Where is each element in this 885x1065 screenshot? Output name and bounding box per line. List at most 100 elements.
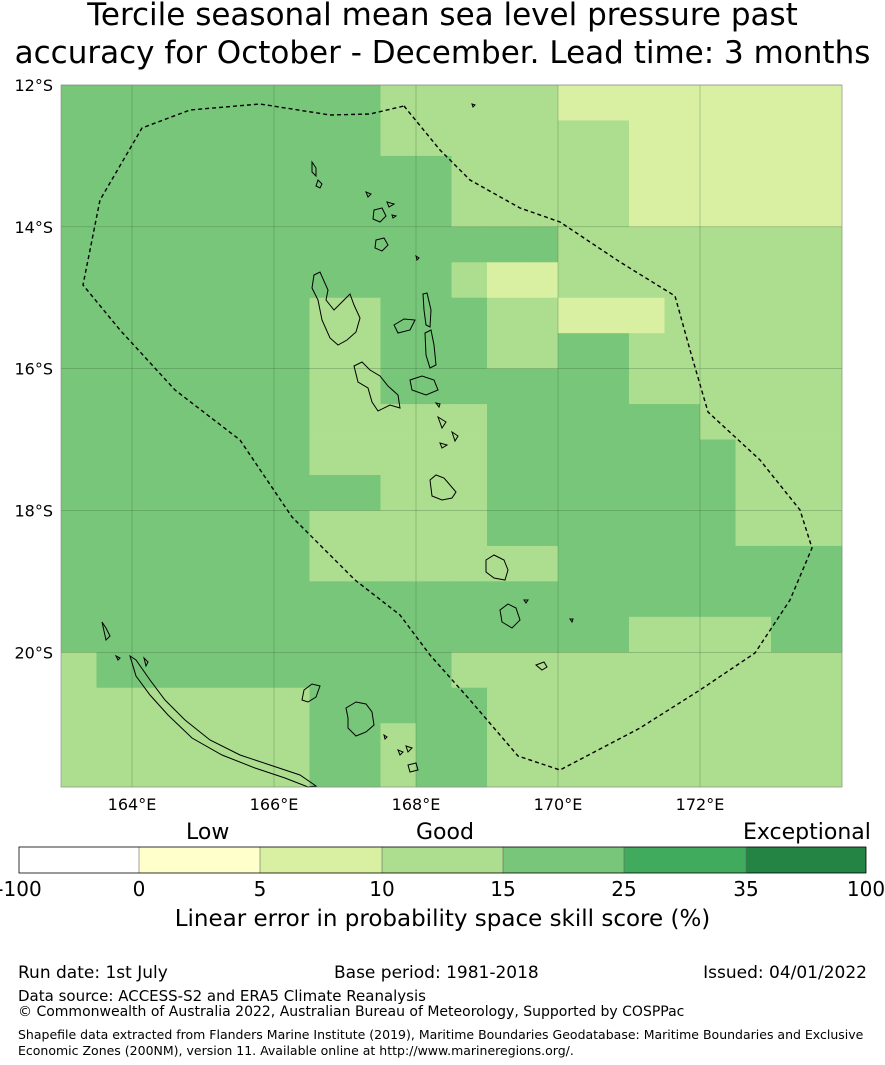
skill-cell — [735, 297, 772, 334]
skill-cell — [451, 368, 488, 405]
skill-cell — [700, 616, 736, 653]
skill-cell — [274, 652, 310, 689]
colorbar-tick: -100 — [0, 877, 42, 901]
skill-cell — [558, 262, 594, 299]
skill-cell — [61, 155, 97, 192]
skill-cell — [61, 85, 97, 121]
skill-cell — [238, 262, 275, 299]
skill-cell — [167, 687, 204, 724]
colorbar-segment — [260, 847, 382, 873]
skill-cell — [96, 120, 133, 157]
skill-cell — [735, 616, 772, 653]
island-outline — [439, 442, 449, 449]
skill-cell — [700, 439, 736, 476]
skill-cell — [167, 262, 204, 299]
skill-cell — [132, 581, 168, 618]
skill-cell — [735, 581, 772, 618]
skill-cell — [96, 368, 133, 405]
island-outline — [415, 254, 420, 261]
skill-cell — [61, 581, 97, 618]
skill-cell — [274, 687, 310, 724]
skill-cell — [380, 226, 417, 263]
island-outline — [129, 654, 318, 788]
skill-cell — [167, 439, 204, 476]
skill-cell — [558, 652, 594, 689]
latitude-label: 20°S — [14, 643, 53, 662]
skill-cell — [380, 581, 417, 618]
skill-cell — [167, 510, 204, 547]
skill-cell — [664, 510, 701, 547]
skill-cell — [700, 545, 736, 582]
skill-cell — [61, 758, 97, 788]
map-frame — [60, 84, 843, 788]
skill-cell — [167, 368, 204, 405]
skill-cell — [96, 191, 133, 228]
skill-cell — [238, 723, 275, 760]
skill-cell — [451, 333, 488, 370]
skill-cell — [238, 85, 275, 121]
skill-cell — [380, 616, 417, 653]
skill-cell — [132, 191, 168, 228]
skill-cell — [61, 333, 97, 370]
skill-cell — [96, 155, 133, 192]
latitude-label: 14°S — [14, 218, 53, 237]
skill-cell — [416, 723, 452, 760]
island-outline — [383, 733, 388, 740]
skill-cell — [522, 120, 559, 157]
skill-cell — [806, 581, 843, 618]
skill-cell — [593, 297, 630, 334]
skill-cell — [771, 581, 807, 618]
skill-cell — [451, 723, 488, 760]
skill-cell — [806, 758, 843, 788]
skill-cell — [132, 545, 168, 582]
skill-cell — [416, 226, 452, 263]
skill-cell — [345, 758, 381, 788]
island-outline — [535, 661, 548, 671]
skill-cell — [451, 262, 488, 299]
skill-cell — [487, 368, 523, 405]
skill-cell — [487, 155, 523, 192]
skill-cell — [96, 510, 133, 547]
skill-cell — [487, 510, 523, 547]
skill-cell — [700, 297, 736, 334]
skill-cell — [451, 85, 488, 121]
skill-cell — [416, 652, 452, 689]
chart-title-line2: accuracy for October - December. Lead ti… — [14, 35, 871, 71]
skill-cell — [487, 262, 523, 299]
skill-cell — [664, 404, 701, 440]
skill-cell — [238, 404, 275, 440]
skill-cell — [345, 475, 381, 511]
skill-cell — [416, 191, 452, 228]
colorbar-tick: 35 — [733, 877, 759, 901]
skill-cell — [735, 510, 772, 547]
skill-cell — [96, 687, 133, 724]
skill-cell — [451, 475, 488, 511]
skill-cell — [664, 652, 701, 689]
skill-cell — [664, 723, 701, 760]
skill-cell — [558, 616, 594, 653]
skill-cell — [203, 616, 239, 653]
skill-cell — [629, 85, 665, 121]
skill-cell — [522, 333, 559, 370]
skill-cell — [416, 581, 452, 618]
skill-cell — [203, 404, 239, 440]
skill-cell — [806, 404, 843, 440]
skill-cell — [309, 297, 346, 334]
skill-cell — [380, 297, 417, 334]
skill-cell — [380, 404, 417, 440]
skill-cell — [664, 120, 701, 157]
island-outline — [372, 207, 387, 223]
skill-cell — [274, 120, 310, 157]
skill-cell — [380, 723, 417, 760]
skill-cell — [345, 85, 381, 121]
skill-cell — [132, 85, 168, 121]
skill-cell — [487, 687, 523, 724]
colorbar-segment — [139, 847, 260, 873]
skill-cell — [451, 226, 488, 263]
latitude-label: 12°S — [14, 76, 53, 95]
skill-cell — [274, 191, 310, 228]
skill-cell — [558, 510, 594, 547]
island-outline — [434, 402, 441, 409]
skill-cell — [238, 475, 275, 511]
